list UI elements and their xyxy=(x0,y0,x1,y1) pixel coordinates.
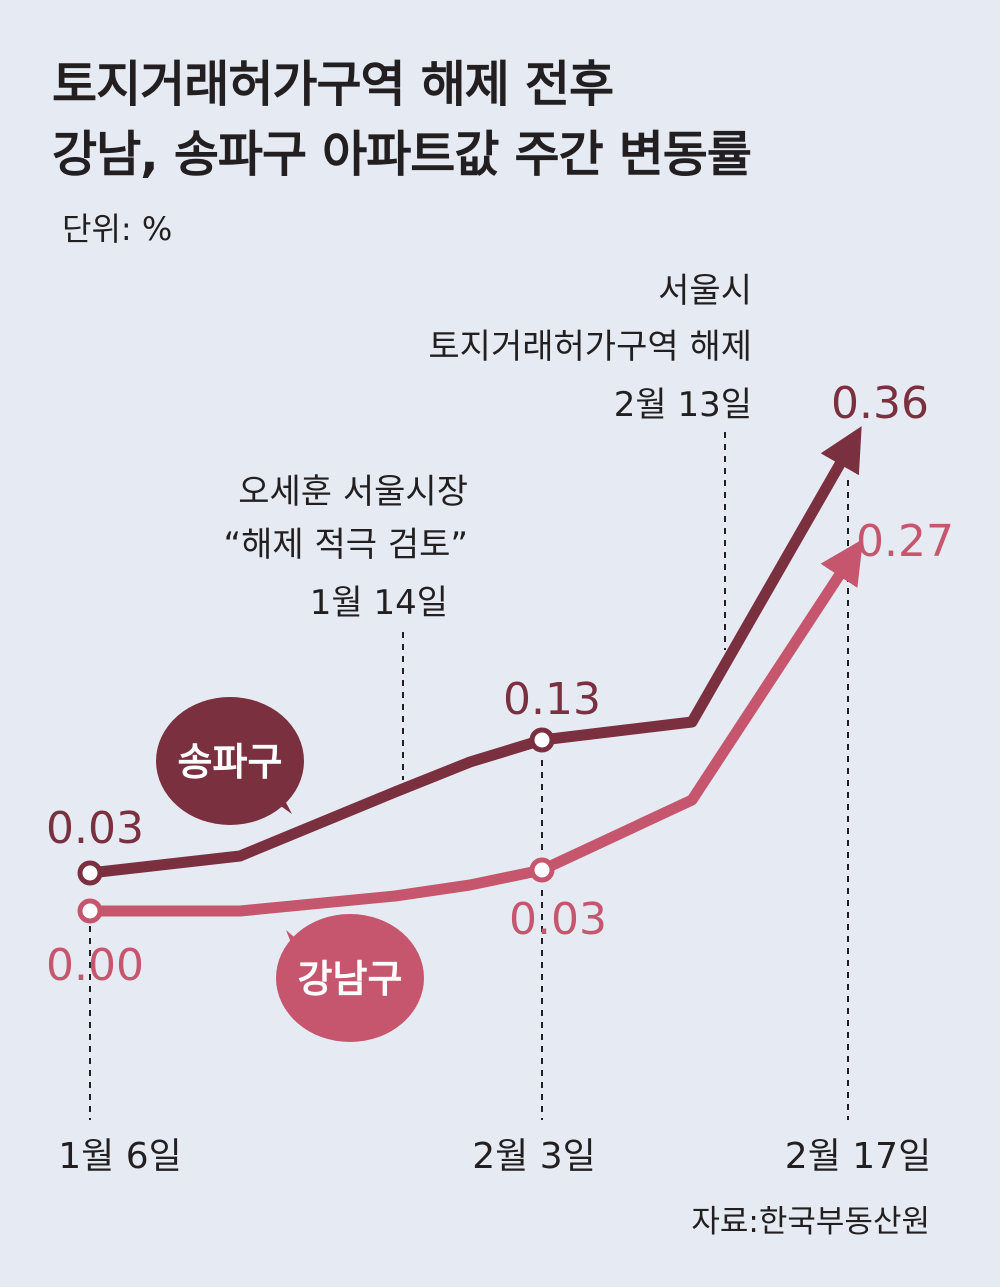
annotation-feb13-line-1: 서울시 xyxy=(658,271,752,311)
data-label-0-0: 0.03 xyxy=(46,803,144,854)
event-annotation-feb13: 서울시 토지거래허가구역 해제 2월 13일 xyxy=(428,271,752,650)
series-lines xyxy=(89,426,864,917)
x-axis-tick-labels: 1월 6일 2월 3일 2월 17일 xyxy=(58,1136,931,1177)
event-annotation-jan14: 오세훈 서울시장 “해제 적극 검토” 1월 14일 xyxy=(223,472,468,780)
data-point-1-0 xyxy=(77,898,103,924)
data-label-1-0: 0.00 xyxy=(46,940,144,991)
annotation-feb13-line-2: 토지거래허가구역 해제 xyxy=(428,327,752,367)
chart-title-line-1: 토지거래허가구역 해제 전후 xyxy=(52,56,614,113)
source-note: 자료:한국부동산원 xyxy=(691,1204,930,1240)
annotation-feb13-date: 2월 13일 xyxy=(614,385,752,425)
legend-label-songpa: 송파구 xyxy=(178,740,283,784)
data-label-0-4: 0.13 xyxy=(503,674,601,725)
x-guide-lines xyxy=(89,480,849,1120)
data-point-0-4 xyxy=(529,727,555,753)
data-point-1-4 xyxy=(529,857,555,883)
unit-label: 단위: % xyxy=(62,210,173,248)
annotation-jan14-line-1: 오세훈 서울시장 xyxy=(238,472,468,512)
series-line-gangnam xyxy=(90,539,864,917)
legend-bubble-gangnam: 강남구 xyxy=(276,914,424,1042)
x-tick-label-1: 2월 3일 xyxy=(472,1136,596,1177)
chart-title-line-2: 강남, 송파구 아파트값 주간 변동률 xyxy=(52,126,752,183)
data-point-0-0 xyxy=(77,860,103,886)
legend-label-gangnam: 강남구 xyxy=(298,957,403,1001)
annotation-jan14-date: 1월 14일 xyxy=(310,583,448,623)
series-line-songpa xyxy=(89,426,862,879)
legend-bubble-songpa-body xyxy=(156,697,304,825)
series-points xyxy=(77,727,555,924)
chart-title: 토지거래허가구역 해제 전후 강남, 송파구 아파트값 주간 변동률 xyxy=(52,50,752,190)
data-label-1-6: 0.27 xyxy=(856,516,954,567)
data-label-0-6: 0.36 xyxy=(831,378,929,429)
x-tick-label-2: 2월 17일 xyxy=(785,1136,931,1177)
data-labels: 0.03 0.13 0.36 0.00 0.03 0.27 xyxy=(46,378,954,991)
legend-bubble-gangnam-body xyxy=(276,914,424,1042)
x-tick-label-0: 1월 6일 xyxy=(58,1136,182,1177)
data-label-1-4: 0.03 xyxy=(509,894,607,945)
legend-bubble-songpa: 송파구 xyxy=(156,697,304,825)
annotation-jan14-line-2: “해제 적극 검토” xyxy=(223,525,468,565)
